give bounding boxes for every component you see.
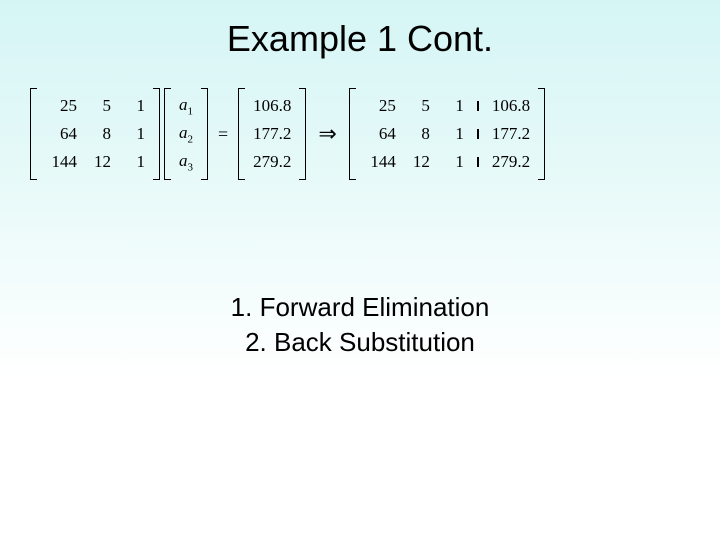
matrix-row: 25 5 1 bbox=[39, 92, 151, 120]
var: a bbox=[179, 95, 188, 114]
matrix-cell: 1 bbox=[117, 124, 151, 144]
matrix-row: 106.8 bbox=[247, 92, 297, 120]
matrix-row: 177.2 bbox=[486, 120, 536, 148]
subscript: 3 bbox=[188, 161, 194, 173]
var: a bbox=[179, 123, 188, 142]
matrix-cell: 1 bbox=[436, 124, 470, 144]
matrix-body: 106.8 177.2 279.2 bbox=[484, 88, 538, 180]
matrix-cell: 1 bbox=[436, 152, 470, 172]
augmented-matrix: 25 5 1 64 8 1 144 12 1 106.8 bbox=[349, 88, 545, 180]
bracket-right bbox=[538, 88, 545, 180]
matrix-cell: 64 bbox=[358, 124, 402, 144]
matrix-cell: 25 bbox=[39, 96, 83, 116]
bracket-left bbox=[30, 88, 37, 180]
matrix-cell: 25 bbox=[358, 96, 402, 116]
vector-item: a3 bbox=[173, 151, 199, 173]
matrix-body: 25 5 1 64 8 1 144 12 1 bbox=[356, 88, 472, 180]
matrix-row: 25 5 1 bbox=[358, 92, 470, 120]
steps-block: 1. Forward Elimination 2. Back Substitut… bbox=[0, 290, 720, 360]
matrix-cell: 144 bbox=[358, 152, 402, 172]
matrix-cell: 5 bbox=[402, 96, 436, 116]
dash-icon bbox=[477, 101, 479, 111]
matrix-row: 144 12 1 bbox=[358, 148, 470, 176]
matrix-cell: 5 bbox=[83, 96, 117, 116]
matrix-row: 144 12 1 bbox=[39, 148, 151, 176]
matrix-row: 64 8 1 bbox=[358, 120, 470, 148]
step-line-1: 1. Forward Elimination bbox=[0, 290, 720, 325]
matrix-cell: 106.8 bbox=[486, 96, 536, 116]
matrix-cell: 1 bbox=[436, 96, 470, 116]
matrix-cell: 8 bbox=[83, 124, 117, 144]
subscript: 2 bbox=[188, 133, 194, 145]
matrix-row: a1 bbox=[173, 92, 199, 120]
vector-b: 106.8 177.2 279.2 bbox=[238, 88, 306, 180]
bracket-left bbox=[238, 88, 245, 180]
matrix-cell: 177.2 bbox=[486, 124, 536, 144]
matrix-cell: 144 bbox=[39, 152, 83, 172]
vector-x: a1 a2 a3 bbox=[164, 88, 208, 180]
bracket-left bbox=[349, 88, 356, 180]
matrix-cell: 279.2 bbox=[486, 152, 536, 172]
matrix-row: 106.8 bbox=[486, 92, 536, 120]
matrix-cell: 1 bbox=[117, 96, 151, 116]
matrix-cell: 64 bbox=[39, 124, 83, 144]
vector-item: a1 bbox=[173, 95, 199, 117]
matrix-cell: 12 bbox=[402, 152, 436, 172]
matrix-body: 25 5 1 64 8 1 144 12 1 bbox=[37, 88, 153, 180]
matrix-row: a3 bbox=[173, 148, 199, 176]
bracket-right bbox=[153, 88, 160, 180]
matrix-row: 177.2 bbox=[247, 120, 297, 148]
matrix-cell: 1 bbox=[117, 152, 151, 172]
implies-symbol: ⇒ bbox=[318, 121, 336, 147]
vector-item: 177.2 bbox=[247, 124, 297, 144]
vector-item: 279.2 bbox=[247, 152, 297, 172]
matrix-row: 279.2 bbox=[247, 148, 297, 176]
dash-icon bbox=[477, 129, 479, 139]
matrix-row: a2 bbox=[173, 120, 199, 148]
vector-item: a2 bbox=[173, 123, 199, 145]
vector-item: 106.8 bbox=[247, 96, 297, 116]
var: a bbox=[179, 151, 188, 170]
augmented-separator bbox=[472, 88, 484, 180]
matrix-row: 64 8 1 bbox=[39, 120, 151, 148]
matrix-row: 279.2 bbox=[486, 148, 536, 176]
bracket-right bbox=[201, 88, 208, 180]
dash-icon bbox=[477, 157, 479, 167]
equals-sign: = bbox=[218, 124, 228, 145]
matrix-cell: 8 bbox=[402, 124, 436, 144]
step-line-2: 2. Back Substitution bbox=[0, 325, 720, 360]
matrix-cell: 12 bbox=[83, 152, 117, 172]
matrix-a: 25 5 1 64 8 1 144 12 1 bbox=[30, 88, 160, 180]
bracket-right bbox=[299, 88, 306, 180]
matrix-body: 106.8 177.2 279.2 bbox=[245, 88, 299, 180]
bracket-left bbox=[164, 88, 171, 180]
slide-title: Example 1 Cont. bbox=[0, 0, 720, 60]
subscript: 1 bbox=[188, 105, 194, 117]
matrix-body: a1 a2 a3 bbox=[171, 88, 201, 180]
equation-row: 25 5 1 64 8 1 144 12 1 a1 a2 bbox=[0, 88, 720, 180]
